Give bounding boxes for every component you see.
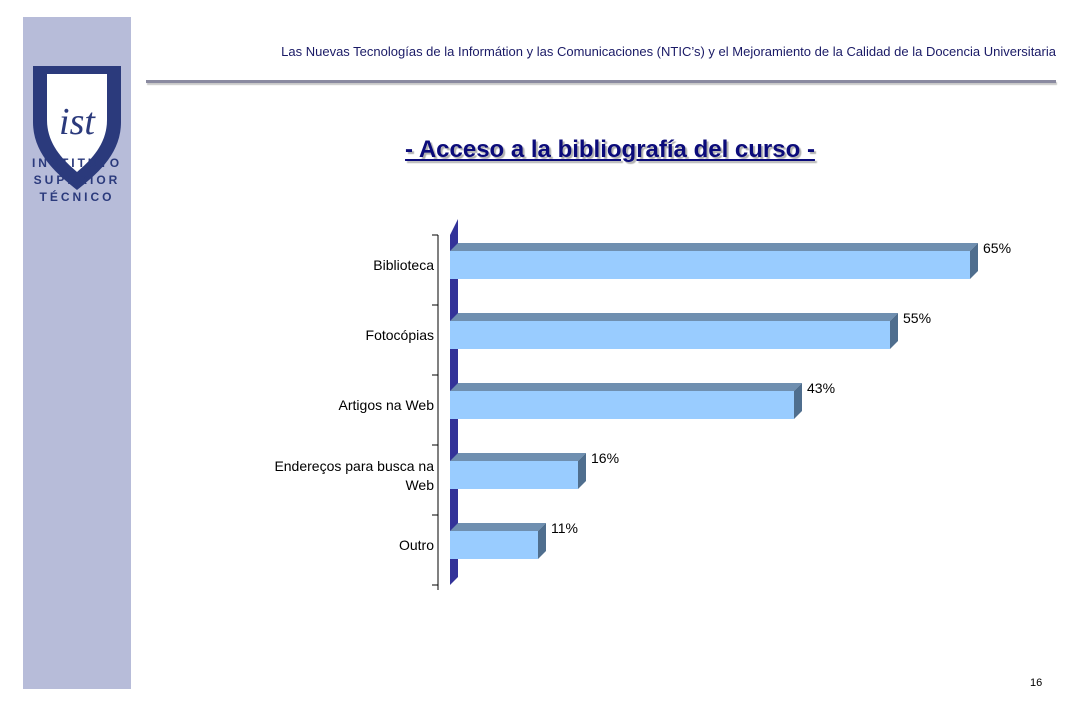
slide-title: - Acceso a la bibliografía del curso -: [405, 136, 815, 163]
bar: [450, 251, 970, 279]
bar: [450, 531, 538, 559]
sidebar-panel: ist INSTITUTO SUPERIOR TÉCNICO: [23, 17, 131, 689]
bar-side-face: [890, 313, 898, 349]
ist-shield-logo: ist: [33, 66, 121, 190]
category-label: Fotocópias: [366, 327, 434, 343]
logo-line-1: INSTITUTO: [31, 156, 123, 170]
bar-side-face: [538, 523, 546, 559]
data-label: 55%: [903, 310, 931, 326]
bar-side-face: [578, 453, 586, 489]
bar-side-face: [970, 243, 978, 279]
header-divider: [146, 80, 1056, 83]
category-label: Artigos na Web: [339, 397, 435, 413]
bar: [450, 321, 890, 349]
category-label: Endereços para busca na: [274, 458, 434, 474]
header-subtitle: Las Nuevas Tecnologías de la Informátion…: [281, 44, 1056, 59]
logo-line-2: SUPERIOR: [33, 173, 121, 187]
data-label: 16%: [591, 450, 619, 466]
category-label: Outro: [399, 537, 434, 553]
bar-top-face: [450, 243, 978, 251]
svg-text:ist: ist: [59, 101, 96, 143]
bar-top-face: [450, 453, 586, 461]
data-label: 43%: [807, 380, 835, 396]
logo-text: INSTITUTO SUPERIOR TÉCNICO: [23, 155, 131, 206]
data-label: 65%: [983, 240, 1011, 256]
bar-top-face: [450, 383, 802, 391]
category-label: Web: [405, 477, 434, 493]
data-label: 11%: [551, 520, 578, 536]
bar: [450, 461, 578, 489]
bar-top-face: [450, 313, 898, 321]
bar: [450, 391, 794, 419]
page-number: 16: [1030, 677, 1043, 689]
bar-chart: 65% Biblioteca 55% Fotocópias 43% Artigos na …: [274, 219, 1011, 590]
category-label: Biblioteca: [373, 257, 434, 273]
bar-top-face: [450, 523, 546, 531]
logo-line-3: TÉCNICO: [39, 190, 115, 204]
bar-side-face: [794, 383, 802, 419]
